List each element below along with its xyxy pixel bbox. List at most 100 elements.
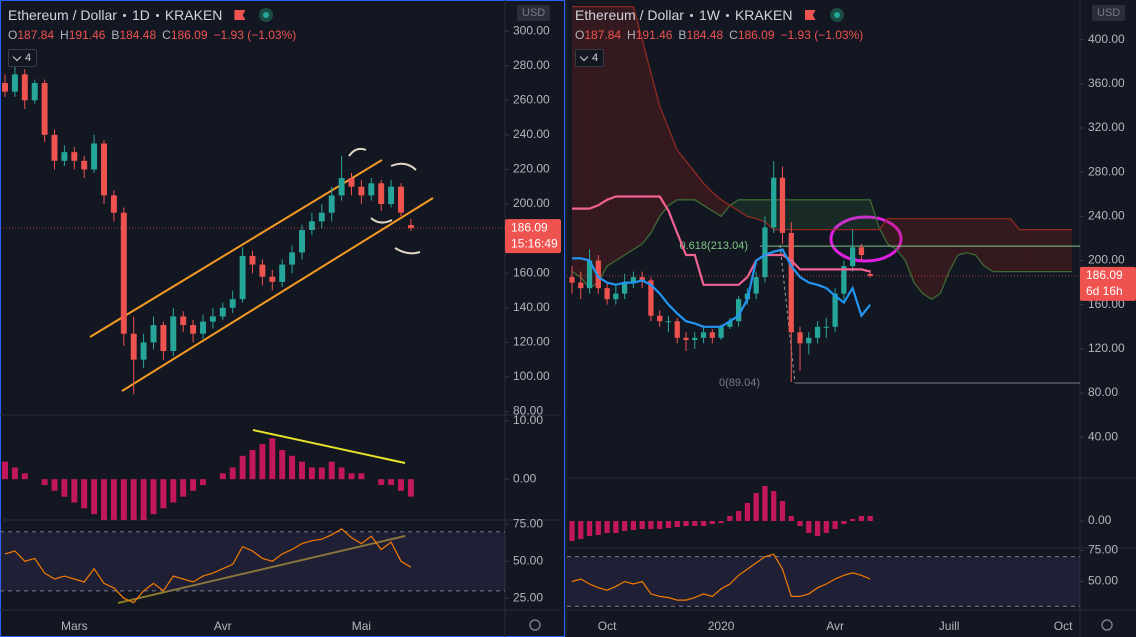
- histogram-bar: [378, 479, 385, 485]
- candle-body: [700, 332, 707, 338]
- y-tick-label: 50.00: [513, 553, 543, 567]
- cloud-fill: [747, 199, 757, 219]
- cloud-fill: [914, 218, 923, 294]
- ohlc-value: 191.46: [68, 28, 106, 42]
- cloud-fill: [615, 6, 625, 261]
- cloud-fill: [1019, 229, 1029, 272]
- indicator-toggle[interactable]: 4: [575, 49, 605, 67]
- highlight-ellipse: [829, 215, 903, 263]
- histogram-bar: [648, 521, 654, 529]
- cloud-fill: [1010, 218, 1020, 272]
- cloud-fill: [1045, 229, 1055, 272]
- candle-body: [841, 266, 847, 294]
- cloud-span-a: [571, 199, 1072, 300]
- candle-body: [71, 152, 78, 161]
- settings-icons[interactable]: [529, 619, 1113, 631]
- ohlc-key: O: [575, 28, 585, 42]
- y-tick-label: 75.00: [1088, 543, 1118, 557]
- ohlc-key: B: [678, 28, 687, 42]
- live-icon: [829, 8, 844, 22]
- candle-body: [753, 277, 759, 294]
- histogram-bar: [239, 455, 246, 480]
- histogram-bar: [823, 521, 829, 533]
- cloud-fill: [835, 199, 844, 230]
- indicator-count: 4: [25, 52, 32, 64]
- cloud-fill: [1036, 229, 1046, 272]
- flag-icon[interactable]: [234, 10, 246, 20]
- histogram-bar: [110, 479, 117, 520]
- cloud-span-b: [572, 5, 1072, 231]
- price-change: −1.93 (−1.03%): [213, 28, 297, 42]
- candle-body: [867, 273, 873, 276]
- histogram-bar: [348, 473, 355, 480]
- cloud-fill: [729, 199, 739, 211]
- candle-body: [779, 177, 786, 233]
- ohlc-key: C: [162, 28, 171, 42]
- interval[interactable]: 1D: [131, 7, 150, 23]
- histogram-bar: [279, 450, 286, 480]
- cloud-fill: [791, 199, 801, 230]
- y-tick-label: 100.00: [513, 369, 550, 383]
- histogram-bar: [788, 516, 794, 521]
- cloud-fill: [589, 6, 599, 289]
- ohlc-item: O187.84: [8, 28, 54, 42]
- candle-body: [762, 227, 768, 278]
- settings-icon[interactable]: [1101, 619, 1113, 631]
- candle-body: [388, 186, 395, 205]
- cloud-fill: [756, 199, 765, 222]
- candle-body: [41, 83, 48, 135]
- ohlc-key: H: [60, 28, 69, 42]
- ohlc-value: 191.46: [635, 28, 673, 42]
- currency-badge[interactable]: USD: [1092, 5, 1126, 21]
- y-tick-label: 120.00: [513, 335, 550, 349]
- histogram-bar: [806, 521, 812, 533]
- ohlc-value: 186.09: [170, 28, 208, 42]
- histogram-bar: [289, 455, 296, 480]
- ohlc-key: B: [111, 28, 120, 42]
- ohlc-item: C186.09: [729, 28, 774, 42]
- ohlc-item: B184.48: [111, 28, 156, 42]
- candle-body: [674, 321, 680, 338]
- indicator-line: [572, 195, 871, 286]
- candle-body: [91, 143, 98, 170]
- settings-icon[interactable]: [529, 619, 541, 631]
- price-change: −1.93 (−1.03%): [780, 28, 864, 42]
- histogram-bar: [61, 479, 68, 497]
- histogram-bar: [771, 491, 777, 521]
- histogram-bar: [71, 479, 78, 503]
- currency-badge[interactable]: USD: [517, 5, 551, 21]
- histogram-bar: [91, 479, 98, 515]
- flag-icon[interactable]: [804, 10, 816, 20]
- cloud-fill: [738, 199, 748, 217]
- fib-trend: [779, 244, 796, 384]
- candle-body: [130, 333, 137, 360]
- cloud-fill: [668, 128, 678, 206]
- histogram-bar: [613, 521, 619, 533]
- last-price-badge: [505, 219, 561, 254]
- histogram-bar: [604, 521, 610, 533]
- candle-body: [269, 276, 276, 282]
- candle-body: [299, 229, 305, 253]
- candle-body: [407, 225, 414, 229]
- drawings: [89, 147, 903, 604]
- histogram-bar: [665, 521, 672, 528]
- candle-body: [814, 326, 821, 338]
- x-tick-label: Oct: [598, 619, 617, 633]
- indicator-toggle[interactable]: 4: [8, 49, 38, 67]
- indicator-line: [572, 248, 872, 328]
- candle-body: [358, 186, 365, 196]
- y-tick-label: 320.00: [1088, 120, 1125, 134]
- interval[interactable]: 1W: [698, 7, 720, 23]
- histogram-bar: [2, 461, 8, 480]
- cloud-fill: [940, 218, 950, 294]
- x-tick-label: 2020: [708, 619, 735, 633]
- cloud-fill: [607, 6, 616, 267]
- ohlc-item: O187.84: [575, 28, 621, 42]
- histogram-bar: [51, 479, 58, 491]
- candle-body: [665, 321, 672, 323]
- histogram-bar: [170, 479, 177, 503]
- candle-body: [727, 321, 733, 327]
- candle-body: [709, 332, 715, 338]
- histogram-bar: [338, 467, 345, 480]
- candle-body: [595, 260, 601, 289]
